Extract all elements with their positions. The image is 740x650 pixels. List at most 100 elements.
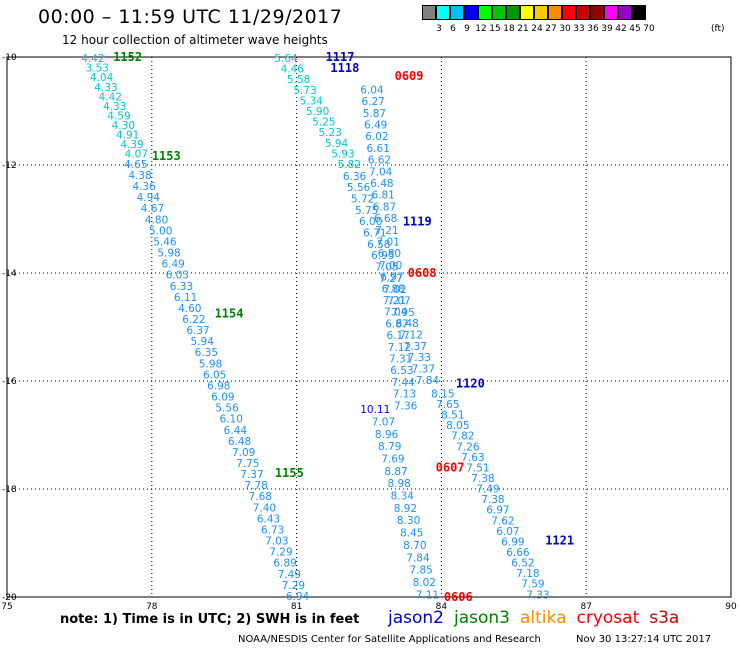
swh-value: 7.07 [387, 296, 410, 308]
swh-value: 6.87 [385, 318, 408, 330]
swh-value: 8.45 [400, 528, 423, 540]
swh-value: 6.04 [360, 84, 384, 96]
lon-tick-label: 81 [291, 602, 302, 612]
swh-value: 8.05 [446, 420, 469, 432]
swh-value: 4.36 [132, 181, 156, 193]
color-scale-swatch [422, 5, 436, 20]
swh-value: 7.75 [236, 458, 259, 470]
swh-value: 7.69 [381, 454, 404, 466]
swh-value: 6.89 [273, 558, 296, 570]
lon-tick-label: 87 [580, 602, 591, 612]
swh-value: 7.11 [416, 589, 439, 601]
color-scale-swatch [450, 5, 464, 20]
swh-value: 7.01 [376, 237, 399, 249]
swh-value: 5.46 [153, 236, 177, 248]
swh-value: 6.07 [496, 526, 519, 538]
swh-value: 5.90 [306, 106, 329, 118]
swh-value: 6.44 [224, 425, 248, 437]
swh-value: 7.37 [412, 364, 435, 376]
swh-value: 7.62 [491, 515, 514, 527]
swh-value: 5.56 [347, 182, 371, 194]
swh-value: 5.98 [157, 248, 180, 260]
swh-value: 6.35 [195, 347, 218, 359]
swh-value: 6.61 [366, 143, 389, 155]
color-scale-swatch [632, 5, 646, 20]
pass-time-label: 1117 [326, 50, 355, 64]
swh-value: 4.42 [99, 91, 122, 103]
color-scale-label: 24 [531, 24, 543, 34]
swh-value: 6.17 [386, 330, 409, 342]
swh-value: 7.04 [369, 166, 393, 178]
pass-time-label: 0609 [395, 69, 424, 83]
swh-value: 6.58 [367, 239, 390, 251]
swh-value: 7.37 [240, 469, 263, 481]
color-scale-unit: (ft) [711, 24, 725, 34]
swh-value: 7.33 [408, 352, 431, 364]
swh-value: 6.10 [220, 414, 243, 426]
lon-tick-label: 84 [436, 602, 448, 612]
swh-value: 5.73 [293, 85, 316, 97]
swh-value: 7.63 [461, 452, 484, 464]
swh-value: 7.00 [379, 260, 402, 272]
lat-tick-label: -20 [2, 593, 17, 603]
swh-value: 6.99 [501, 536, 524, 548]
swh-value: 4.60 [178, 303, 201, 315]
swh-value: 5.58 [287, 74, 310, 86]
swh-value: 5.93 [331, 148, 354, 160]
swh-value: 6.49 [161, 259, 184, 271]
swh-value: 6.98 [207, 380, 230, 392]
color-scale-label: 12 [475, 24, 487, 34]
swh-value: 8.02 [413, 577, 436, 589]
lat-tick-label: -12 [2, 161, 17, 171]
swh-value: 6.71 [363, 228, 386, 240]
swh-value: 8.96 [375, 429, 399, 441]
swh-value: 7.49 [278, 569, 301, 581]
swh-value: 4.67 [141, 203, 164, 215]
swh-value: 7.38 [481, 494, 504, 506]
swh-value: 5.56 [215, 403, 239, 415]
pass-time-label: 1119 [403, 215, 432, 229]
swh-value: 5.98 [199, 358, 222, 370]
satellite-legend-item: jason3 [454, 608, 510, 628]
swh-value: 10.11 [360, 404, 390, 416]
swh-value: 6.73 [261, 524, 284, 536]
swh-value: 7.36 [394, 400, 418, 412]
swh-value: 7.02 [383, 284, 406, 296]
color-scale-label: 45 [629, 24, 641, 34]
color-scale-swatch [590, 5, 604, 20]
lon-tick-label: 75 [1, 602, 12, 612]
swh-value: 5.94 [191, 336, 215, 348]
swh-value: 7.84 [416, 375, 440, 387]
swh-value: 7.31 [389, 354, 412, 366]
swh-value: 6.80 [378, 248, 401, 260]
swh-value: 4.07 [125, 149, 148, 161]
swh-value: 7.09 [232, 447, 255, 459]
swh-value: 4.91 [116, 130, 139, 142]
swh-value: 7.49 [476, 484, 499, 496]
swh-value: 7.03 [265, 536, 288, 548]
swh-value: 7.12 [388, 342, 411, 354]
swh-value: 3.53 [86, 63, 109, 75]
swh-value: 8.70 [403, 540, 426, 552]
color-scale-swatch [548, 5, 562, 20]
swh-value: 6.22 [182, 314, 205, 326]
swh-value: 8.98 [387, 478, 410, 490]
swh-value: 4.04 [90, 72, 114, 84]
swh-value: 8.92 [394, 503, 417, 515]
color-scale-swatch [492, 5, 506, 20]
pass-time-label: 1118 [330, 61, 359, 75]
swh-value: 6.33 [170, 281, 193, 293]
color-scale-label: 21 [517, 24, 529, 34]
swh-value: 7.04 [384, 307, 408, 319]
swh-value: 7.37 [404, 341, 427, 353]
swh-value: 7.84 [406, 552, 430, 564]
color-scale-label: 6 [450, 24, 456, 34]
swh-value: 7.13 [393, 389, 416, 401]
lat-tick-label: -10 [2, 53, 17, 63]
swh-value: 7.21 [383, 295, 406, 307]
swh-value: 6.48 [370, 178, 393, 190]
swh-value: 7.95 [391, 307, 414, 319]
swh-value: 7.51 [466, 462, 489, 474]
color-scale-label: 33 [573, 24, 585, 34]
